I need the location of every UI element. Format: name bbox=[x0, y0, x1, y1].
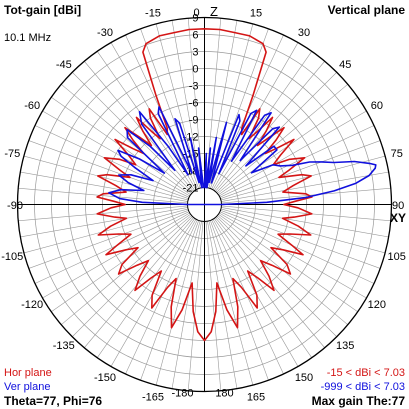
angle-tick-label: -180 bbox=[171, 388, 193, 400]
max-gain-readout: Max gain The:77 bbox=[311, 394, 405, 408]
angle-tick-label: 150 bbox=[295, 372, 313, 384]
radial-tick-label: -3 bbox=[189, 81, 199, 93]
hor-plane-legend: Hor plane bbox=[4, 367, 52, 379]
angle-tick-label: -135 bbox=[53, 340, 75, 352]
radial-tick-label: -9 bbox=[189, 115, 199, 127]
angle-tick-label: -30 bbox=[97, 27, 113, 39]
xy-axis-label: XY bbox=[390, 211, 407, 225]
ver-plane-trace bbox=[108, 106, 377, 206]
angle-tick-label: 75 bbox=[391, 148, 403, 160]
angle-tick-label: -120 bbox=[21, 299, 43, 311]
radial-tick-label: 6 bbox=[192, 30, 198, 42]
radial-tick-label: -21 bbox=[183, 183, 199, 195]
angle-tick-label: 15 bbox=[250, 7, 262, 19]
z-axis-label: Z bbox=[210, 4, 218, 19]
angle-tick-label: 60 bbox=[371, 100, 383, 112]
radial-tick-label: 3 bbox=[192, 47, 198, 59]
frequency-label: 10.1 MHz bbox=[4, 32, 52, 44]
ver-range-label: -999 < dBi < 7.03 bbox=[320, 381, 405, 393]
angle-tick-label: -105 bbox=[1, 251, 23, 263]
angle-tick-label: 90 bbox=[392, 200, 404, 212]
angle-tick-label: 120 bbox=[368, 299, 386, 311]
theta-phi-readout: Theta=77, Phi=76 bbox=[4, 394, 103, 408]
radial-tick-label: 0 bbox=[192, 64, 198, 76]
radial-tick-label: -6 bbox=[189, 98, 199, 110]
angle-tick-labels: 0 153045607590105120135150165180-15-30-45… bbox=[1, 7, 406, 404]
pattern-traces bbox=[96, 28, 377, 342]
angle-tick-label: 180 bbox=[215, 388, 233, 400]
hor-range-label: -15 < dBi < 7.03 bbox=[326, 367, 405, 379]
angle-tick-label: 0 bbox=[193, 7, 199, 19]
angle-tick-label: -15 bbox=[145, 7, 161, 19]
angle-tick-label: -60 bbox=[24, 100, 40, 112]
angle-tick-label: 135 bbox=[336, 340, 354, 352]
angle-tick-label: 165 bbox=[247, 392, 265, 404]
angle-tick-label: -45 bbox=[56, 59, 72, 71]
plane-title: Vertical plane bbox=[327, 3, 405, 17]
radial-tick-label: 9 bbox=[192, 13, 198, 25]
angle-tick-label: -165 bbox=[142, 392, 164, 404]
angle-tick-label: 105 bbox=[388, 251, 406, 263]
angle-tick-label: 45 bbox=[339, 59, 351, 71]
ver-plane-legend: Ver plane bbox=[4, 381, 51, 393]
angle-tick-label: -90 bbox=[7, 200, 23, 212]
angle-tick-label: -150 bbox=[94, 372, 116, 384]
angle-tick-label: -75 bbox=[4, 148, 20, 160]
angle-tick-label: 30 bbox=[298, 27, 310, 39]
chart-title: Tot-gain [dBi] bbox=[4, 3, 82, 17]
